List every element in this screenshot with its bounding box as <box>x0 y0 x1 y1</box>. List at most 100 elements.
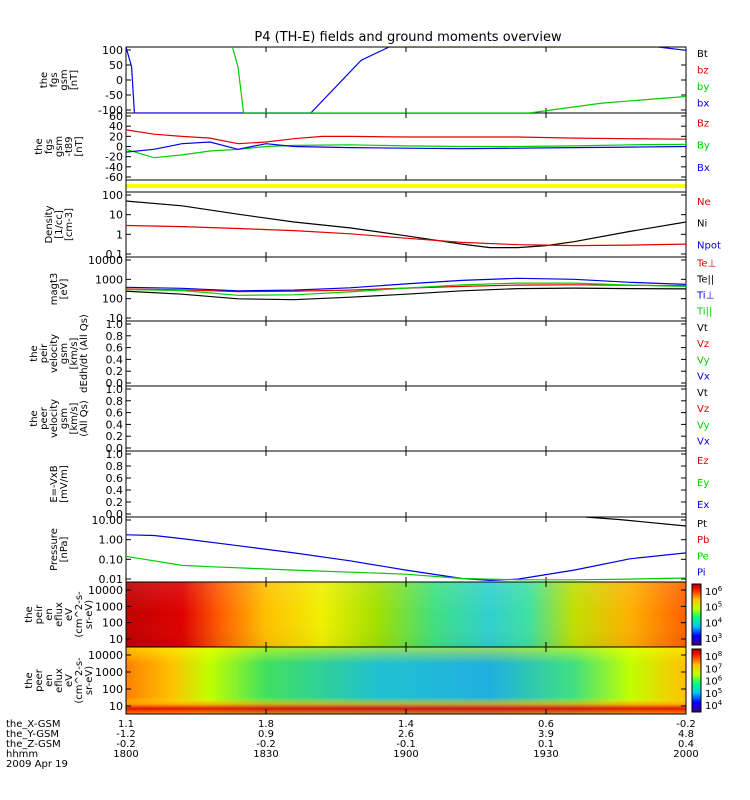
y-tick-label: 0 <box>116 74 123 87</box>
legend-label: Vx <box>697 372 710 383</box>
series-group-fgs-gsm <box>126 47 686 113</box>
colorbar-tick-label: 104 <box>705 699 723 712</box>
y-axis-label-line: [cm-3] <box>64 208 75 241</box>
series-group-pressure <box>126 517 686 582</box>
footer-value: 1.1 <box>118 719 134 730</box>
colorbar-tick-base: 10 <box>705 664 718 675</box>
panel-flag-bar <box>125 179 687 193</box>
y-tick-label: 0.10 <box>99 553 124 566</box>
footer: the_X-GSM 1.1 1.8 1.4 0.6 -0.2 the_Y-GSM -1.2 0.… <box>6 719 699 770</box>
colorbar-tick-base: 10 <box>705 634 718 645</box>
y-axis-label: the fgs gsm -t89 [nT] <box>34 136 85 157</box>
colorbar-tick-base: 10 <box>705 689 718 700</box>
y-axis-label: the peir en eflux eV (cm^2-s-sr-eV) <box>24 591 95 638</box>
y-tick-label: 0.0 <box>106 442 124 455</box>
legend-label: Ne <box>697 197 711 208</box>
y-tick-label: 1.0 <box>106 448 124 461</box>
series-line-Bz <box>126 129 686 145</box>
footer-row-label: the_X-GSM <box>6 719 60 730</box>
y-axis-label-line: [km/s] <box>69 337 80 369</box>
y-tick-label: 0.2 <box>106 496 124 509</box>
colorbar-tick-base: 10 <box>705 618 718 629</box>
y-tick-label: -50 <box>105 89 123 102</box>
y-tick-label: 10000 <box>88 649 123 662</box>
colorbar-tick-exp: 7 <box>718 662 722 670</box>
series-line-Ne <box>126 224 686 247</box>
legend-label: Vz <box>697 404 709 415</box>
legend-label: Vy <box>697 420 710 431</box>
figure-title: P4 (TH-E) fields and ground moments over… <box>254 30 562 45</box>
y-tick-label: 0.1 <box>106 248 124 261</box>
y-axis-label-line: gsm <box>59 69 70 90</box>
legend-label: Pe <box>697 551 709 562</box>
series-line-Pi <box>126 534 686 582</box>
y-tick-label: 100 <box>102 683 123 696</box>
footer-value: 1830 <box>253 749 278 760</box>
series-line-Bx <box>126 141 686 153</box>
y-axis-label: the fgs gsm [nT] <box>39 69 80 90</box>
legend-label: Bt <box>697 49 708 60</box>
y-axis-label-line: the <box>39 72 50 88</box>
colorbar <box>691 583 702 646</box>
colorbar-tick-base: 10 <box>705 677 718 688</box>
series-line-Ni <box>126 200 686 249</box>
y-axis-label-line: [nT] <box>74 136 85 156</box>
y-axis-label-line: the <box>24 606 35 622</box>
y-axis-label-line: E=-VxB <box>49 465 60 502</box>
colorbar-tick-label: 105 <box>705 601 722 614</box>
colorbar-tick-exp: 5 <box>718 601 722 609</box>
colorbar-tick-exp: 6 <box>718 675 723 683</box>
footer-value: 0.6 <box>538 719 554 730</box>
y-tick-label: 100 <box>102 189 123 202</box>
y-axis-label-line: eflux <box>54 668 65 693</box>
panel-frame <box>125 191 687 258</box>
y-axis-label-line: en <box>44 608 55 621</box>
y-tick-label: 0.2 <box>106 430 124 443</box>
y-tick-label: 10 <box>109 312 123 325</box>
panel-fgs-gsm: 100 50 0 -50 -100 the fgs gsm [nT] Bt bz by bx <box>39 44 709 117</box>
y-axis-label: the peir velocity gsm [km/s] dEdh/dt (All Qs) <box>29 314 90 393</box>
y-axis-label: the peer en eflux eV (cm^2-s-sr-eV) <box>24 657 95 704</box>
y-tick-label: 0.2 <box>106 365 124 378</box>
y-axis-label: the peer velocity gsm [km/s] (All Qs) <box>29 399 90 438</box>
y-tick-label: 0.4 <box>106 418 124 431</box>
y-tick-label: 0.0 <box>106 377 124 390</box>
y-tick-label: 10000 <box>88 584 123 597</box>
y-axis-label-line: eV <box>64 674 75 687</box>
y-tick-label: 1000 <box>95 273 123 286</box>
legend-label: Te|| <box>696 275 714 286</box>
panel-peir-spectrogram: 10000 1000 100 10 the peir en eflux eV (cm^2-s-sr… <box>24 581 723 648</box>
y-axis-label-line: gsm <box>59 408 70 429</box>
footer-value: -0.2 <box>256 739 276 750</box>
y-axis-label-line: the <box>29 345 40 361</box>
y-tick-label: 0.8 <box>106 330 124 343</box>
legend-label: Ti⊥ <box>696 291 714 302</box>
footer-value: 1.8 <box>258 719 274 730</box>
y-axis-label-line: [nPa] <box>59 536 70 562</box>
y-tick-label: -100 <box>98 104 123 117</box>
footer-value: -0.1 <box>396 739 416 750</box>
y-axis-label-line: -t89 <box>64 136 75 156</box>
footer-value: 0.9 <box>258 729 274 740</box>
y-tick-label: 10 <box>109 700 123 713</box>
y-tick-label: 100 <box>102 617 123 630</box>
y-tick-label: 0.6 <box>106 342 124 355</box>
legend-label: Te⊥ <box>696 259 716 270</box>
footer-value: -1.2 <box>116 729 136 740</box>
panel-frame <box>125 385 687 452</box>
legend-label: Vy <box>697 355 710 366</box>
y-axis-label-line: peir <box>39 343 50 363</box>
colorbar-tick-label: 107 <box>705 662 722 675</box>
footer-value: 1800 <box>113 749 138 760</box>
panel-frame <box>125 450 687 518</box>
y-tick-label: 0.8 <box>106 460 124 473</box>
series-group-density <box>126 200 686 249</box>
y-tick-label: 10 <box>109 633 123 646</box>
panel-e-field: 1.00.80.60.40.20.0 E=-VxB [mV/m] Ez Ey Ex <box>49 448 709 521</box>
y-tick-label: 0.8 <box>106 395 124 408</box>
y-tick-label: 1.0 <box>106 383 124 396</box>
y-tick-label: 0.6 <box>106 407 124 420</box>
colorbar-tick-label: 106 <box>705 675 723 688</box>
series-group-fgs-gsm-dip <box>126 129 686 159</box>
